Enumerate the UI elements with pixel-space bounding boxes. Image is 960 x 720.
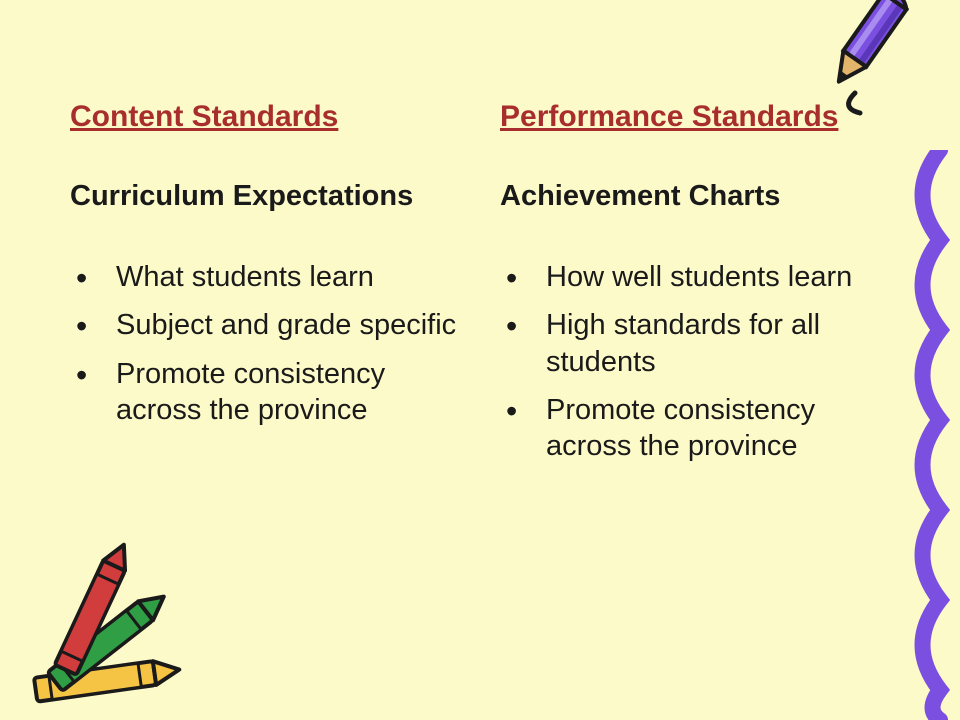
list-item: How well students learn [500, 259, 890, 295]
left-bullets: What students learn Subject and grade sp… [70, 259, 460, 440]
list-item: What students learn [70, 259, 460, 295]
list-item: Promote consistency across the province [500, 392, 890, 465]
squiggle-icon [900, 150, 960, 720]
pencil-icon [830, 0, 960, 118]
right-column: Performance Standards Achievement Charts… [500, 100, 890, 680]
list-item: Subject and grade specific [70, 307, 460, 343]
left-section-title: Content Standards [70, 100, 460, 134]
list-item: Promote consistency across the province [70, 356, 460, 429]
right-bullets: How well students learn High standards f… [500, 259, 890, 476]
right-subheading: Achievement Charts [500, 180, 890, 213]
left-subheading: Curriculum Expectations [70, 180, 460, 213]
crayons-icon [10, 540, 200, 710]
slide: Content Standards Curriculum Expectation… [0, 0, 960, 720]
list-item: High standards for all students [500, 307, 890, 380]
